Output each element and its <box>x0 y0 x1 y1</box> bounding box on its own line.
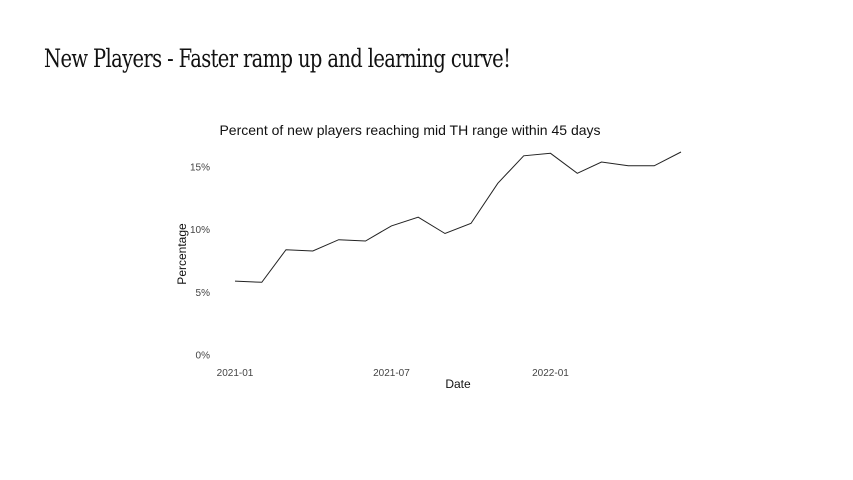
series-line <box>234 151 682 283</box>
y-tick-label: 5% <box>196 288 211 299</box>
y-tick-label: 15% <box>190 163 210 174</box>
y-tick-label: 10% <box>190 225 210 236</box>
x-tick-label: 2021-01 <box>217 368 254 379</box>
y-axis-ticks: 0% 5% 10% 15% <box>190 163 210 362</box>
x-tick-label: 2021-07 <box>373 368 410 379</box>
series-group <box>234 151 682 283</box>
x-tick-label: 2022-01 <box>532 368 569 379</box>
y-tick-label: 0% <box>196 351 211 362</box>
x-axis-ticks: 2021-01 2021-07 2022-01 <box>217 368 570 379</box>
chart-title: Percent of new players reaching mid TH r… <box>219 122 600 138</box>
y-axis-label: Percentage <box>175 223 189 285</box>
slide-title: New Players - Faster ramp up and learnin… <box>44 44 511 73</box>
x-axis-label: Date <box>445 377 471 391</box>
